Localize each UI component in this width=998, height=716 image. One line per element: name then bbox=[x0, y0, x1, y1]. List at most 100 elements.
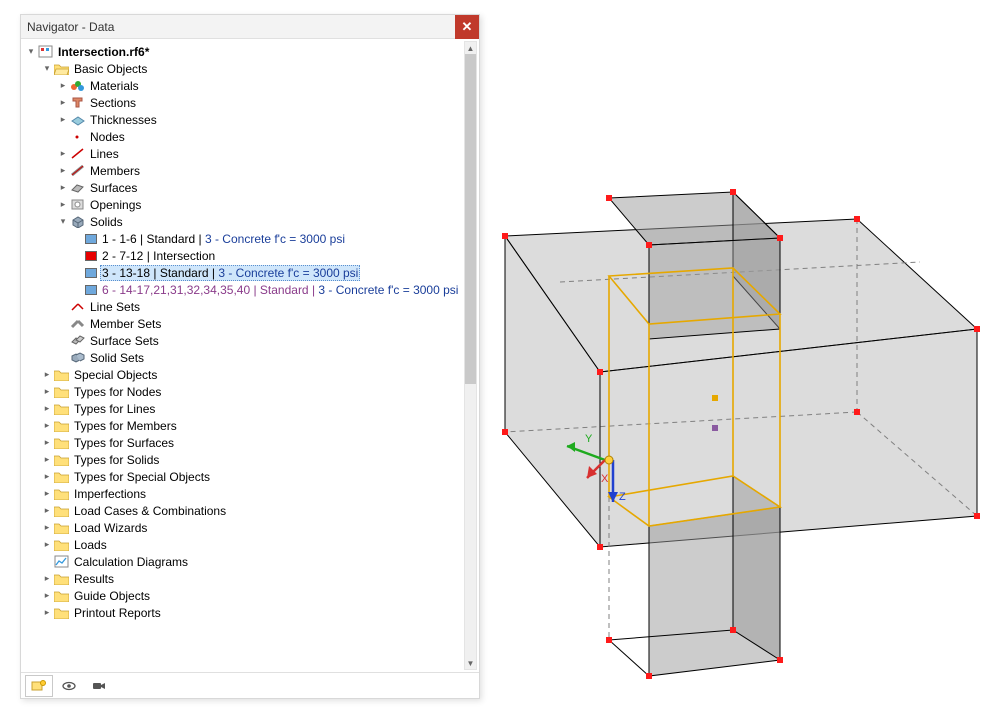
tree-label: Types for Solids bbox=[72, 453, 161, 467]
item-icon bbox=[69, 181, 85, 195]
tree-toggle[interactable]: ▸ bbox=[57, 148, 69, 159]
tree-toggle[interactable]: ▸ bbox=[57, 165, 69, 176]
tree-label: Load Wizards bbox=[72, 521, 149, 535]
tree-label: 2 - 7-12 | Intersection bbox=[100, 249, 217, 263]
color-swatch bbox=[85, 285, 97, 295]
tree-toggle[interactable]: ▸ bbox=[41, 522, 53, 533]
tree-folder[interactable]: ▸ Load Wizards bbox=[25, 519, 479, 536]
tree-calc-diagrams[interactable]: Calculation Diagrams bbox=[25, 553, 479, 570]
tree-toggle[interactable]: ▸ bbox=[41, 573, 53, 584]
tab-display[interactable] bbox=[55, 675, 83, 697]
tab-views[interactable] bbox=[85, 675, 113, 697]
tree-label: Lines bbox=[88, 147, 121, 161]
tree-label: Basic Objects bbox=[72, 62, 149, 76]
folder-icon bbox=[53, 606, 69, 620]
tree-lines[interactable]: ▸ Lines bbox=[25, 145, 479, 162]
tree-toggle[interactable]: ▸ bbox=[41, 369, 53, 380]
tree-toggle[interactable]: ▸ bbox=[41, 505, 53, 516]
color-swatch bbox=[85, 268, 97, 278]
tree-toggle[interactable]: ▸ bbox=[41, 590, 53, 601]
tree-label: Printout Reports bbox=[72, 606, 163, 620]
tree-toggle[interactable]: ▸ bbox=[57, 199, 69, 210]
tree-label: Solid Sets bbox=[88, 351, 146, 365]
tree-label: Sections bbox=[88, 96, 138, 110]
tree-solids[interactable]: ▾Solids bbox=[25, 213, 479, 230]
tree-folder[interactable]: ▸Special Objects bbox=[25, 366, 479, 383]
tree-toggle[interactable]: ▸ bbox=[41, 607, 53, 618]
tree-materials[interactable]: ▸ Materials bbox=[25, 77, 479, 94]
item-icon bbox=[69, 317, 85, 331]
svg-text:Z: Z bbox=[619, 491, 626, 503]
scroll-thumb[interactable] bbox=[465, 54, 476, 384]
tree-label: Materials bbox=[88, 79, 141, 93]
tree-toggle[interactable]: ▸ bbox=[57, 182, 69, 193]
tree-label: Members bbox=[88, 164, 142, 178]
tree-solid-item-2[interactable]: 2 - 7-12 | Intersection bbox=[25, 247, 479, 264]
tree-basic-objects[interactable]: ▾ Basic Objects bbox=[25, 60, 479, 77]
folder-icon bbox=[53, 368, 69, 382]
bottom-tabbar bbox=[21, 672, 479, 698]
tree-toggle[interactable]: ▾ bbox=[41, 63, 53, 74]
tree-toggle[interactable]: ▸ bbox=[41, 420, 53, 431]
folder-icon bbox=[53, 538, 69, 552]
tree-solidsets[interactable]: Solid Sets bbox=[25, 349, 479, 366]
tree-toggle[interactable]: ▸ bbox=[57, 97, 69, 108]
tree-toggle[interactable]: ▾ bbox=[57, 216, 69, 227]
tree-toggle[interactable]: ▸ bbox=[57, 80, 69, 91]
tree-folder[interactable]: ▸ Types for Surfaces bbox=[25, 434, 479, 451]
scrollbar[interactable]: ▲ ▼ bbox=[464, 41, 477, 670]
tree-toggle[interactable]: ▸ bbox=[57, 114, 69, 125]
tree-label: Surfaces bbox=[88, 181, 139, 195]
folder-icon bbox=[53, 402, 69, 416]
tree-label: Types for Surfaces bbox=[72, 436, 176, 450]
tree-label: 1 - 1-6 | Standard | 3 - Concrete f'c = … bbox=[100, 232, 347, 246]
tree-toggle[interactable]: ▸ bbox=[41, 471, 53, 482]
tree-members[interactable]: ▸ Members bbox=[25, 162, 479, 179]
tree-toggle[interactable]: ▸ bbox=[41, 454, 53, 465]
tree-sections[interactable]: ▸ Sections bbox=[25, 94, 479, 111]
tree-folder[interactable]: ▸ Results bbox=[25, 570, 479, 587]
tree-toggle[interactable]: ▸ bbox=[41, 539, 53, 550]
folder-icon bbox=[53, 504, 69, 518]
tree-label: Types for Members bbox=[72, 419, 179, 433]
tree-folder[interactable]: ▸Types for Special Objects bbox=[25, 468, 479, 485]
tree-toggle[interactable]: ▸ bbox=[41, 403, 53, 414]
tab-data[interactable] bbox=[25, 675, 53, 697]
tree-linesets[interactable]: Line Sets bbox=[25, 298, 479, 315]
tree-folder[interactable]: ▸Guide Objects bbox=[25, 587, 479, 604]
tree-folder[interactable]: ▸ Types for Lines bbox=[25, 400, 479, 417]
tree-toggle[interactable]: ▸ bbox=[41, 437, 53, 448]
tree-folder[interactable]: ▸Types for Nodes bbox=[25, 383, 479, 400]
tree-openings[interactable]: ▸Openings bbox=[25, 196, 479, 213]
tree-surfacesets[interactable]: Surface Sets bbox=[25, 332, 479, 349]
tree-toggle[interactable]: ▸ bbox=[41, 488, 53, 499]
tree-surfaces[interactable]: ▸ Surfaces bbox=[25, 179, 479, 196]
folder-icon bbox=[53, 62, 69, 76]
tree-nodes[interactable]: Nodes bbox=[25, 128, 479, 145]
tree-container: ▾Intersection.rf6*▾Basic Objects▸Materia… bbox=[21, 39, 479, 672]
tree-label: Loads bbox=[72, 538, 109, 552]
tree-solid-item-3[interactable]: 3 - 13-18 | Standard | 3 - Concrete f'c … bbox=[25, 264, 479, 281]
scroll-down-icon[interactable]: ▼ bbox=[465, 657, 476, 669]
folder-icon bbox=[53, 453, 69, 467]
tree-folder[interactable]: ▸ Types for Members bbox=[25, 417, 479, 434]
viewport-3d[interactable]: YXZ bbox=[490, 0, 998, 713]
tree-solid-item-4[interactable]: 6 - 14-17,21,31,32,34,35,40 | Standard |… bbox=[25, 281, 479, 298]
scroll-up-icon[interactable]: ▲ bbox=[465, 42, 476, 54]
tree-solid-item-1[interactable]: 1 - 1-6 | Standard | 3 - Concrete f'c = … bbox=[25, 230, 479, 247]
tree-toggle[interactable]: ▾ bbox=[25, 46, 37, 57]
eye-icon bbox=[61, 679, 77, 693]
close-button[interactable]: ✕ bbox=[455, 15, 479, 39]
tree-folder[interactable]: ▸ Loads bbox=[25, 536, 479, 553]
tree-root-item[interactable]: ▾Intersection.rf6* bbox=[25, 43, 479, 60]
tree-folder[interactable]: ▸ Types for Solids bbox=[25, 451, 479, 468]
tree-folder[interactable]: ▸Load Cases & Combinations bbox=[25, 502, 479, 519]
tree-thicknesses[interactable]: ▸Thicknesses bbox=[25, 111, 479, 128]
tree-toggle[interactable]: ▸ bbox=[41, 386, 53, 397]
tree-label: Results bbox=[72, 572, 116, 586]
tree-folder[interactable]: ▸Imperfections bbox=[25, 485, 479, 502]
tree-membersets[interactable]: Member Sets bbox=[25, 315, 479, 332]
tree-folder[interactable]: ▸ Printout Reports bbox=[25, 604, 479, 621]
tree-label: Calculation Diagrams bbox=[72, 555, 190, 569]
tree-label: Types for Lines bbox=[72, 402, 157, 416]
